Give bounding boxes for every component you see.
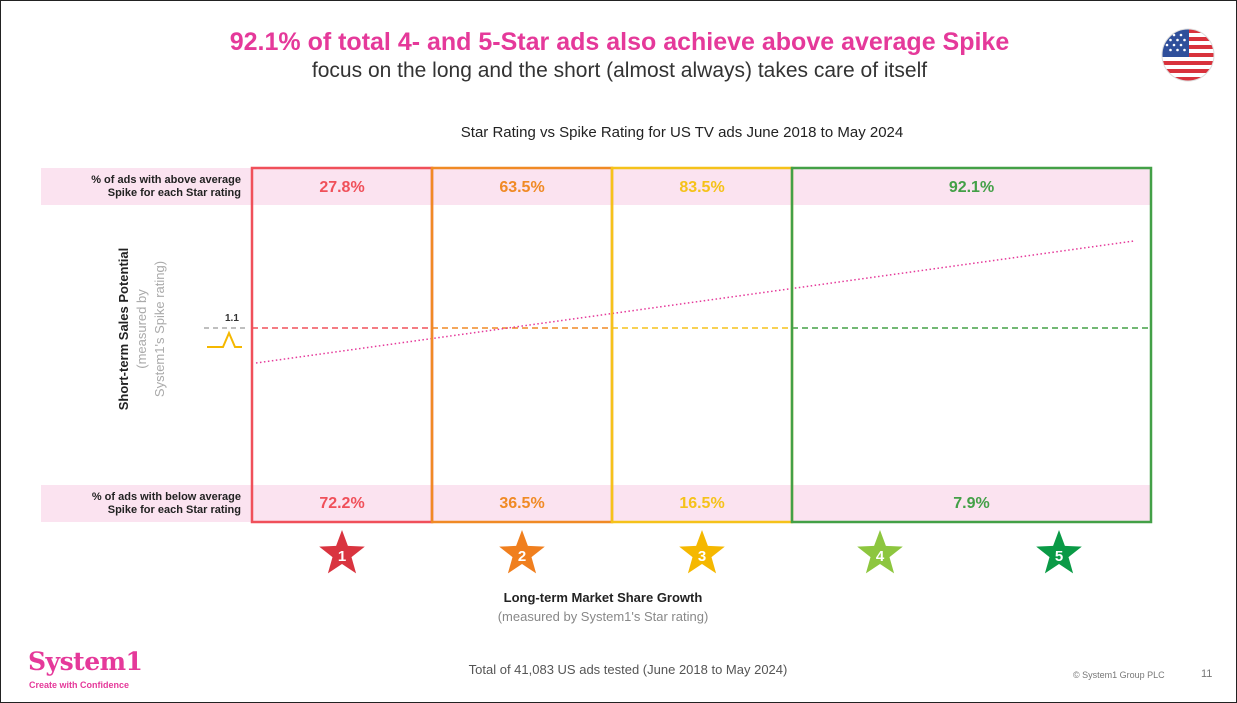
y-axis-label: Short-term Sales Potential xyxy=(116,248,131,411)
star-group-box xyxy=(790,166,1153,524)
below-value: 16.5% xyxy=(679,495,724,512)
below-value: 72.2% xyxy=(319,495,364,512)
above-value: 27.8% xyxy=(319,179,364,196)
above-value: 92.1% xyxy=(949,179,994,196)
us-flag-icon xyxy=(1161,28,1215,82)
page-number: 11 xyxy=(1201,668,1213,680)
x-axis-label: Long-term Market Share Growth xyxy=(504,590,703,605)
above-value: 83.5% xyxy=(679,179,724,196)
below-row-label: % of ads with below average xyxy=(92,491,241,503)
y-axis-sublabel: (measured by xyxy=(134,289,149,369)
above-value: 63.5% xyxy=(499,179,544,196)
x-axis-sublabel: (measured by System1's Star rating) xyxy=(498,609,709,624)
chart-title: Star Rating vs Spike Rating for US TV ad… xyxy=(460,124,904,141)
star-label: 3 xyxy=(698,548,706,565)
y-axis-sublabel: System1's Spike rating) xyxy=(152,261,167,397)
slide-subtitle: focus on the long and the short (almost … xyxy=(311,59,928,82)
below-row-label: Spike for each Star rating xyxy=(108,504,241,516)
below-value: 36.5% xyxy=(499,495,544,512)
trend-line xyxy=(255,240,1135,364)
below-value: 7.9% xyxy=(953,495,989,512)
star-label: 2 xyxy=(518,548,526,565)
slide-title: 92.1% of total 4- and 5-Star ads also ac… xyxy=(229,28,1010,56)
above-row-label: Spike for each Star rating xyxy=(108,187,241,199)
star-icon xyxy=(319,530,365,574)
spike-icon xyxy=(207,330,242,348)
star-group-box xyxy=(430,166,614,524)
system1-logo: System1 xyxy=(28,647,143,676)
star-icon xyxy=(857,530,903,574)
star-icon xyxy=(499,530,545,574)
star-label: 1 xyxy=(338,548,346,565)
footer-total: Total of 41,083 US ads tested (June 2018… xyxy=(468,662,788,677)
star-label: 5 xyxy=(1055,548,1063,565)
below-band xyxy=(41,485,1151,522)
star-icon xyxy=(1036,530,1082,574)
star-group-box xyxy=(610,166,794,524)
star-label: 4 xyxy=(876,548,885,565)
above-band xyxy=(41,168,1151,205)
reference-value-label: 1.1 xyxy=(225,313,239,324)
copyright: © System1 Group PLC xyxy=(1073,670,1165,680)
star-icon xyxy=(679,530,725,574)
star-group-box xyxy=(250,166,434,524)
logo-tagline: Create with Confidence xyxy=(29,680,130,690)
above-row-label: % of ads with above average xyxy=(91,174,241,186)
